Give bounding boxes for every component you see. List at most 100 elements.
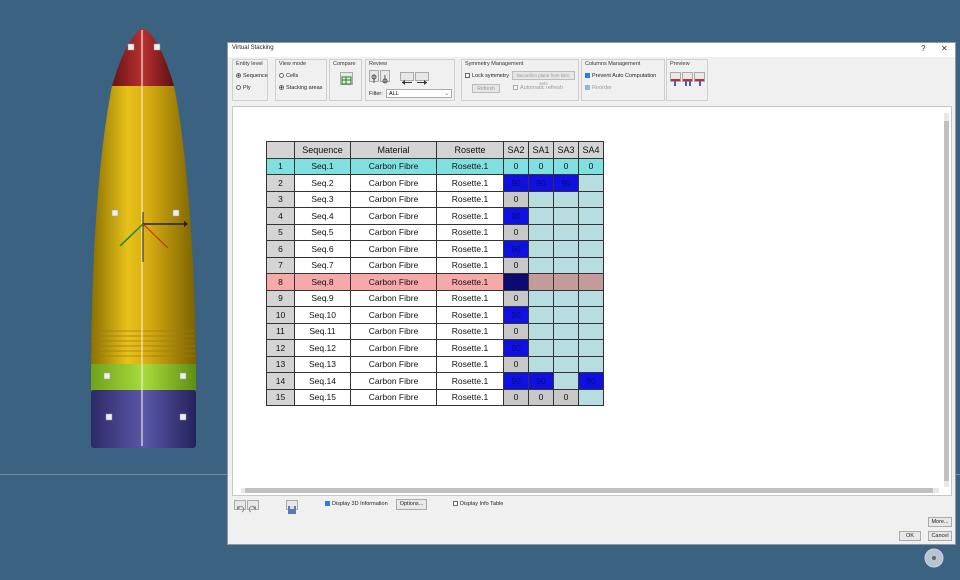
stacking-area-cell[interactable] (528, 339, 554, 357)
stacking-area-cell[interactable] (553, 322, 579, 340)
row-number[interactable]: 14 (266, 372, 295, 390)
sequence-cell[interactable]: Seq.13 (294, 355, 351, 373)
sequence-cell[interactable]: Seq.12 (294, 339, 351, 357)
scrollbar-thumb[interactable] (944, 121, 949, 481)
row-number[interactable]: 1 (266, 157, 295, 175)
stacking-area-cell[interactable] (553, 240, 579, 258)
lock-symmetry-checkbox[interactable]: Lock symmetry (465, 73, 509, 79)
stacking-area-cell[interactable]: 0 (553, 157, 579, 175)
rosette-cell[interactable]: Rosette.1 (436, 190, 504, 208)
options-button[interactable]: Options... (396, 499, 427, 510)
stacking-area-cell[interactable] (528, 273, 554, 291)
table-row[interactable]: 8 Seq.8 Carbon Fibre Rosette.1 90 (266, 273, 604, 291)
horizontal-scrollbar[interactable] (241, 488, 939, 493)
save-icon[interactable] (286, 500, 298, 514)
stacking-area-cell[interactable] (578, 388, 604, 406)
row-number[interactable]: 9 (266, 289, 295, 307)
rosette-cell[interactable]: Rosette.1 (436, 157, 504, 175)
rosette-cell[interactable]: Rosette.1 (436, 339, 504, 357)
stacking-area-cell[interactable]: 90 (528, 372, 554, 390)
stacking-area-cell[interactable] (578, 306, 604, 324)
radio-sequence[interactable]: Sequence (236, 73, 268, 79)
material-cell[interactable]: Carbon Fibre (350, 207, 437, 225)
prevent-auto-computation-checkbox[interactable]: Prevent Auto Computation (585, 73, 656, 79)
column-header[interactable]: SA3 (553, 141, 579, 159)
table-row[interactable]: 14 Seq.14 Carbon Fibre Rosette.1 90 90 90 (266, 372, 604, 390)
row-number[interactable]: 2 (266, 174, 295, 192)
table-row[interactable]: 2 Seq.2 Carbon Fibre Rosette.1 90 90 90 (266, 174, 604, 192)
stacking-area-cell[interactable]: 90 (503, 339, 529, 357)
stacking-area-cell[interactable] (553, 355, 579, 373)
material-cell[interactable]: Carbon Fibre (350, 355, 437, 373)
row-number[interactable]: 4 (266, 207, 295, 225)
row-number[interactable]: 10 (266, 306, 295, 324)
stacking-area-cell[interactable]: 0 (578, 157, 604, 175)
help-button[interactable]: ? (921, 44, 926, 53)
rosette-cell[interactable]: Rosette.1 (436, 174, 504, 192)
stacking-area-cell[interactable]: 0 (528, 388, 554, 406)
stacking-area-cell[interactable]: 0 (503, 388, 529, 406)
stacking-area-cell[interactable] (528, 355, 554, 373)
stacking-area-cell[interactable]: 90 (578, 372, 604, 390)
stacking-area-cell[interactable] (553, 256, 579, 274)
stacking-area-cell[interactable]: 0 (503, 256, 529, 274)
stacking-area-cell[interactable] (553, 306, 579, 324)
material-cell[interactable]: Carbon Fibre (350, 174, 437, 192)
rosette-cell[interactable]: Rosette.1 (436, 289, 504, 307)
stacking-area-cell[interactable] (578, 322, 604, 340)
stacking-area-cell[interactable]: 0 (503, 355, 529, 373)
stacking-area-cell[interactable] (528, 207, 554, 225)
material-cell[interactable]: Carbon Fibre (350, 339, 437, 357)
stacking-area-cell[interactable] (553, 223, 579, 241)
sequence-cell[interactable]: Seq.6 (294, 240, 351, 258)
stacking-area-cell[interactable] (553, 273, 579, 291)
stacking-area-cell[interactable]: 90 (503, 306, 529, 324)
stacking-area-cell[interactable]: 0 (503, 322, 529, 340)
stacking-area-cell[interactable] (553, 372, 579, 390)
row-number[interactable]: 6 (266, 240, 295, 258)
stacking-area-cell[interactable]: 90 (503, 240, 529, 258)
cancel-button[interactable]: Cancel (928, 531, 952, 541)
stacking-area-cell[interactable] (553, 190, 579, 208)
row-number[interactable]: 8 (266, 273, 295, 291)
nose-cone-model[interactable] (88, 26, 203, 451)
review-right-icon[interactable] (415, 72, 429, 85)
scrollbar-thumb[interactable] (245, 488, 933, 493)
table-row[interactable]: 6 Seq.6 Carbon Fibre Rosette.1 90 (266, 240, 604, 258)
row-number[interactable]: 15 (266, 388, 295, 406)
table-row[interactable]: 5 Seq.5 Carbon Fibre Rosette.1 0 (266, 223, 604, 241)
column-header[interactable]: SA1 (528, 141, 554, 159)
table-row[interactable]: 10 Seq.10 Carbon Fibre Rosette.1 90 (266, 306, 604, 324)
stacking-area-cell[interactable] (578, 207, 604, 225)
redo-icon[interactable] (247, 500, 259, 513)
display-3d-information-checkbox[interactable]: Display 3D Information (325, 501, 388, 507)
column-header[interactable]: Sequence (294, 141, 351, 159)
radio-stacking-areas[interactable]: Stacking areas (279, 85, 322, 91)
table-row[interactable]: 4 Seq.4 Carbon Fibre Rosette.1 90 (266, 207, 604, 225)
sequence-cell[interactable]: Seq.3 (294, 190, 351, 208)
stacking-area-cell[interactable]: 0 (503, 190, 529, 208)
stacking-table[interactable]: Sequence Material Rosette SA2 SA1 SA3 SA… (266, 141, 604, 406)
stacking-area-cell[interactable]: 90 (503, 174, 529, 192)
review-left-icon[interactable] (400, 72, 414, 85)
stacking-area-cell[interactable] (578, 355, 604, 373)
sequence-cell[interactable]: Seq.10 (294, 306, 351, 324)
rosette-cell[interactable]: Rosette.1 (436, 256, 504, 274)
table-row[interactable]: 13 Seq.13 Carbon Fibre Rosette.1 0 (266, 355, 604, 373)
stacking-table-area[interactable]: Sequence Material Rosette SA2 SA1 SA3 SA… (232, 106, 952, 496)
reorder-checkbox[interactable]: Reorder (585, 85, 612, 91)
stacking-area-cell[interactable] (528, 223, 554, 241)
preview-icon-1[interactable] (670, 72, 681, 86)
rosette-cell[interactable]: Rosette.1 (436, 240, 504, 258)
row-number[interactable]: 5 (266, 223, 295, 241)
stacking-area-cell[interactable] (553, 207, 579, 225)
material-cell[interactable]: Carbon Fibre (350, 306, 437, 324)
stacking-area-cell[interactable]: 90 (503, 273, 529, 291)
ok-button[interactable]: OK (899, 531, 921, 541)
stacking-area-cell[interactable]: 0 (503, 157, 529, 175)
automatic-refresh-checkbox[interactable]: Automatic refresh (513, 85, 563, 91)
stacking-area-cell[interactable] (578, 240, 604, 258)
rosette-cell[interactable]: Rosette.1 (436, 306, 504, 324)
column-header[interactable]: Rosette (436, 141, 504, 159)
refresh-button[interactable]: Refresh (472, 84, 500, 93)
